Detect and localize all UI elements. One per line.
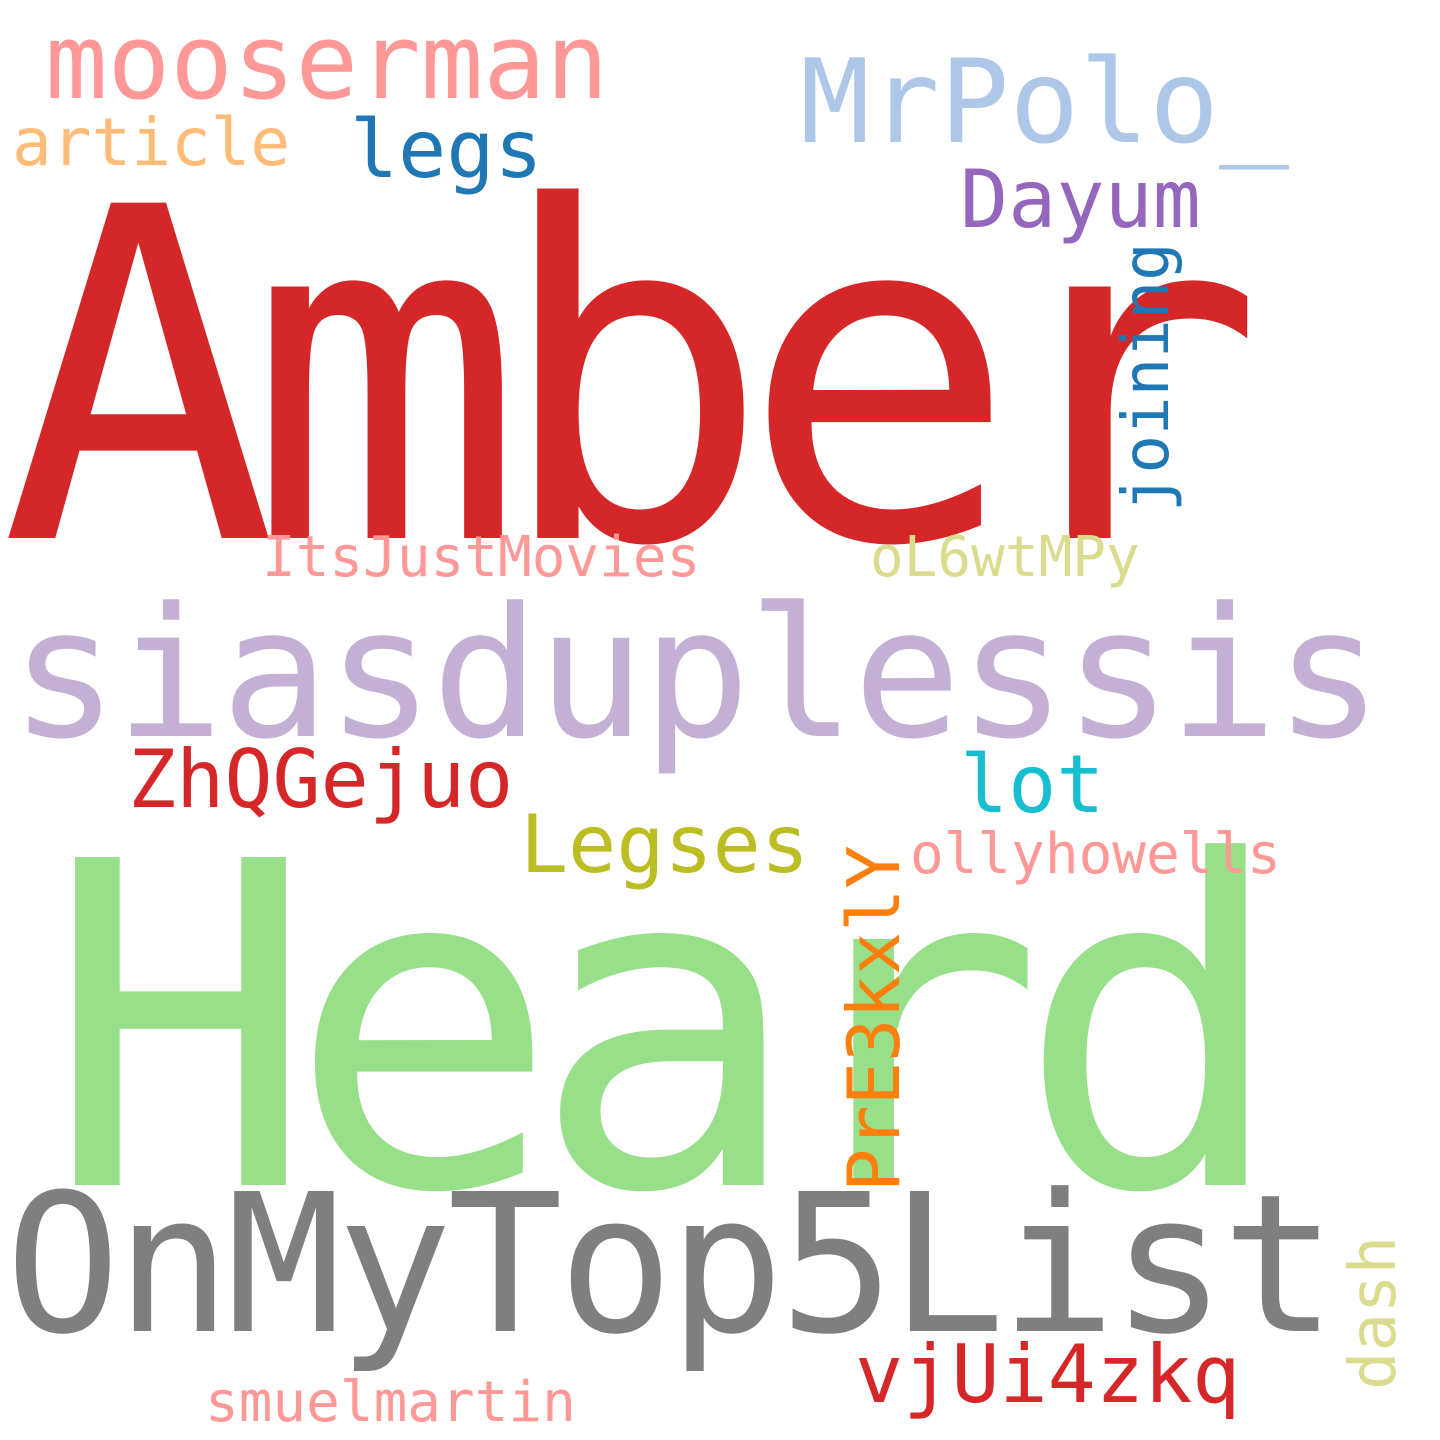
word-mooserman: mooserman: [45, 1, 609, 123]
word-heard: Heard: [45, 768, 1288, 1292]
word-article: article: [12, 104, 291, 181]
word-legs: legs: [350, 103, 543, 196]
word-itsjustmovies: ItsJustMovies: [262, 525, 701, 590]
word-smuelmartin: smuelmartin: [205, 1370, 576, 1435]
word-legses: Legses: [520, 798, 809, 891]
word-joining: joining: [1110, 242, 1184, 512]
word-dayum: Dayum: [960, 153, 1201, 246]
word-siasduplessis: siasduplessis: [10, 570, 1383, 779]
word-mrpolo: MrPolo_: [800, 35, 1289, 170]
word-ollyhowells: ollyhowells: [910, 822, 1281, 887]
word-amber: Amber: [0, 112, 1265, 647]
word-lot: lot: [960, 738, 1105, 831]
word-zhqgejuo: ZhQGejuo: [128, 733, 514, 826]
word-pre3kxly: PrE3kxlY: [832, 845, 916, 1192]
word-vjui4zkq: vjUi4zkq: [855, 1328, 1241, 1421]
word-ol6wtmpy: oL6wtMPy: [870, 525, 1140, 590]
word-onmytop5list: OnMyTop5List: [5, 1154, 1337, 1377]
word-dash: dash: [1337, 1235, 1411, 1390]
